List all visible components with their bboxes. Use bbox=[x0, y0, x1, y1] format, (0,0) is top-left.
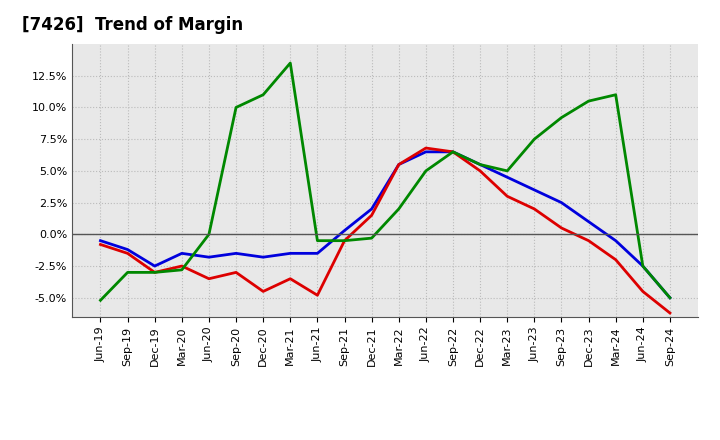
Operating Cashflow bbox=[341, 238, 349, 243]
Ordinary Income bbox=[449, 149, 457, 154]
Net Income bbox=[503, 194, 511, 199]
Ordinary Income bbox=[150, 264, 159, 269]
Operating Cashflow bbox=[665, 295, 674, 301]
Net Income bbox=[639, 289, 647, 294]
Net Income bbox=[123, 251, 132, 256]
Ordinary Income bbox=[476, 162, 485, 167]
Operating Cashflow bbox=[639, 264, 647, 269]
Operating Cashflow bbox=[204, 232, 213, 237]
Operating Cashflow bbox=[476, 162, 485, 167]
Operating Cashflow bbox=[584, 99, 593, 104]
Net Income bbox=[150, 270, 159, 275]
Net Income bbox=[232, 270, 240, 275]
Operating Cashflow bbox=[178, 267, 186, 272]
Operating Cashflow bbox=[449, 149, 457, 154]
Operating Cashflow bbox=[123, 270, 132, 275]
Net Income bbox=[665, 310, 674, 315]
Line: Net Income: Net Income bbox=[101, 148, 670, 313]
Ordinary Income bbox=[123, 247, 132, 252]
Net Income bbox=[421, 145, 430, 150]
Operating Cashflow bbox=[611, 92, 620, 97]
Ordinary Income bbox=[286, 251, 294, 256]
Legend: Ordinary Income, Net Income, Operating Cashflow: Ordinary Income, Net Income, Operating C… bbox=[143, 438, 627, 440]
Net Income bbox=[178, 264, 186, 269]
Line: Operating Cashflow: Operating Cashflow bbox=[101, 63, 670, 301]
Operating Cashflow bbox=[395, 206, 403, 212]
Ordinary Income bbox=[530, 187, 539, 193]
Operating Cashflow bbox=[232, 105, 240, 110]
Net Income bbox=[313, 293, 322, 298]
Net Income bbox=[395, 162, 403, 167]
Ordinary Income bbox=[665, 295, 674, 301]
Operating Cashflow bbox=[259, 92, 268, 97]
Operating Cashflow bbox=[313, 238, 322, 243]
Ordinary Income bbox=[232, 251, 240, 256]
Ordinary Income bbox=[341, 228, 349, 233]
Net Income bbox=[259, 289, 268, 294]
Operating Cashflow bbox=[421, 168, 430, 173]
Net Income bbox=[449, 149, 457, 154]
Ordinary Income bbox=[96, 238, 105, 243]
Ordinary Income bbox=[557, 200, 566, 205]
Net Income bbox=[611, 257, 620, 262]
Net Income bbox=[584, 238, 593, 243]
Ordinary Income bbox=[584, 219, 593, 224]
Ordinary Income bbox=[611, 238, 620, 243]
Ordinary Income bbox=[313, 251, 322, 256]
Net Income bbox=[341, 238, 349, 243]
Ordinary Income bbox=[178, 251, 186, 256]
Operating Cashflow bbox=[503, 168, 511, 173]
Operating Cashflow bbox=[150, 270, 159, 275]
Ordinary Income bbox=[204, 254, 213, 260]
Net Income bbox=[530, 206, 539, 212]
Ordinary Income bbox=[367, 206, 376, 212]
Net Income bbox=[367, 213, 376, 218]
Ordinary Income bbox=[421, 149, 430, 154]
Operating Cashflow bbox=[286, 60, 294, 66]
Operating Cashflow bbox=[530, 136, 539, 142]
Net Income bbox=[96, 242, 105, 247]
Net Income bbox=[476, 168, 485, 173]
Net Income bbox=[557, 225, 566, 231]
Operating Cashflow bbox=[367, 235, 376, 241]
Line: Ordinary Income: Ordinary Income bbox=[101, 152, 670, 298]
Net Income bbox=[286, 276, 294, 281]
Text: [7426]  Trend of Margin: [7426] Trend of Margin bbox=[22, 16, 243, 34]
Operating Cashflow bbox=[557, 115, 566, 120]
Ordinary Income bbox=[639, 264, 647, 269]
Net Income bbox=[204, 276, 213, 281]
Operating Cashflow bbox=[96, 298, 105, 303]
Ordinary Income bbox=[503, 175, 511, 180]
Ordinary Income bbox=[259, 254, 268, 260]
Ordinary Income bbox=[395, 162, 403, 167]
